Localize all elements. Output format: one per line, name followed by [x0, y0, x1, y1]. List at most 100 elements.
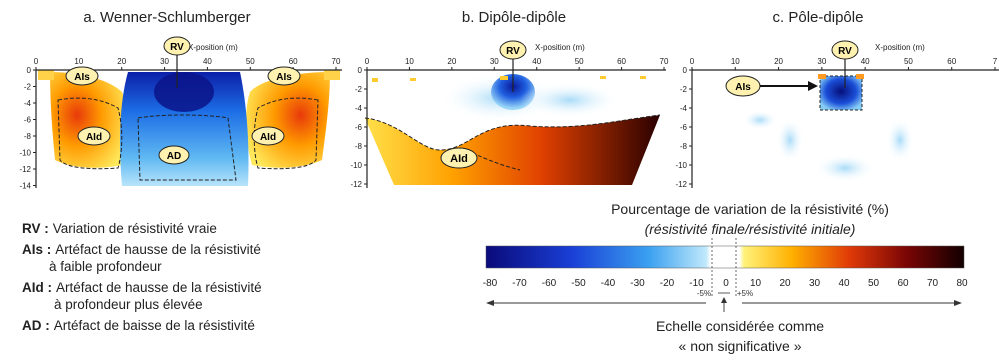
panel-c-xtick: 10	[731, 57, 740, 66]
scale-plus5-label: +5%	[737, 289, 753, 298]
scale-minus5-label: -5%	[697, 289, 711, 298]
scale-tick-label: -80	[483, 278, 498, 289]
legend-key-als: AIs :	[22, 242, 52, 257]
scale-caption-line1: Echelle considérée comme	[655, 318, 825, 334]
legend-text-rv: Variation de résistivité vraie	[52, 221, 217, 236]
panel-b-xaxis-label: X-position (m)	[535, 43, 585, 52]
panel-c-xtick: 7	[993, 57, 998, 66]
scale-tick-label: 80	[956, 278, 968, 289]
panel-b-section	[364, 74, 661, 185]
panel-a-xtick: 60	[289, 57, 298, 66]
panel-b-ytick: -8	[355, 142, 363, 151]
scale-title: Pourcentage de variation de la résistivi…	[611, 201, 889, 217]
panel-c-ytick: -6	[680, 123, 688, 132]
panel-a-ald-left-label: AId	[86, 132, 102, 143]
scale-tick-label: -10	[689, 278, 704, 289]
panel-a-rv-label: RV	[170, 42, 184, 53]
panel-a: a. Wenner-Schlumberger X-position (m) 0 1…	[19, 9, 342, 191]
panel-a-ytick: -6	[24, 116, 32, 125]
panel-c-ytick: -12	[675, 180, 687, 189]
scale-tick-label: 30	[809, 278, 821, 289]
panel-b-xtick: 70	[660, 57, 669, 66]
panel-a-ytick: -2	[24, 83, 32, 92]
panel-c-xtick: 50	[904, 57, 913, 66]
panel-a-ytick: -14	[19, 182, 31, 191]
scale-tick-label: -30	[630, 278, 645, 289]
scale-caption-line2: « non significative »	[678, 338, 802, 354]
panel-a-als-left-label: AIs	[74, 72, 90, 83]
panel-b-ytick: -6	[355, 123, 363, 132]
panel-a-ytick: -10	[19, 149, 31, 158]
scale-subtitle: (résistivité finale/résistivité initiale…	[644, 221, 856, 237]
panel-c-als-label: AIs	[735, 82, 751, 93]
panel-b-ald-label: AId	[450, 153, 468, 165]
scale-tick-label: 0	[723, 278, 729, 289]
scale-tick-label: 20	[779, 278, 791, 289]
panel-a-ald-right-label: AId	[260, 132, 276, 143]
panel-c-xtick: 0	[690, 57, 695, 66]
scale-tick-label: -70	[512, 278, 527, 289]
scale-tick-label: 60	[897, 278, 909, 289]
scale-tick-label: 40	[838, 278, 850, 289]
panel-b-rv-label: RV	[506, 46, 520, 57]
panel-a-ytick: -8	[24, 132, 32, 141]
panel-a-xtick: 40	[203, 57, 212, 66]
panel-a-als-right-label: AIs	[276, 72, 292, 83]
legend-item-als: AIs : Artéfact de hausse de la résistivi…	[22, 241, 262, 258]
scale-tick-label: -60	[542, 278, 557, 289]
legend-key-ald: AId :	[22, 280, 52, 295]
panel-a-title: a. Wenner-Schlumberger	[83, 9, 250, 26]
panel-a-ad-label: AD	[167, 151, 181, 162]
panel-b-ytick: -12	[350, 180, 362, 189]
scale-tick-label: -50	[571, 278, 586, 289]
scale-tick-label: -20	[660, 278, 675, 289]
legend: RV : Variation de résistivité vraie AIs …	[22, 220, 262, 334]
legend-item-rv: RV : Variation de résistivité vraie	[22, 220, 262, 237]
panel-a-ytick: 0	[27, 66, 32, 75]
panel-b-xtick: 60	[617, 57, 626, 66]
scale-tick-label: 50	[868, 278, 880, 289]
panel-c-xtick: 60	[947, 57, 956, 66]
legend-item-ald: AId : Artéfact de hausse de la résistivi…	[22, 279, 262, 296]
panel-a-section	[38, 70, 340, 188]
panel-b-xtick: 40	[532, 57, 541, 66]
panel-c-ytick: -8	[680, 142, 688, 151]
panel-c-ytick: 0	[683, 66, 688, 75]
panel-b-xtick: 20	[447, 57, 456, 66]
legend-item-ad: AD : Artéfact de baisse de la résistivit…	[22, 317, 262, 334]
panel-c-rv-label: RV	[838, 46, 852, 57]
panel-a-xtick: 0	[34, 57, 39, 66]
panel-b-ytick: -10	[350, 161, 362, 170]
scale-tick-label: 10	[750, 278, 762, 289]
panel-c-section	[742, 74, 914, 182]
panel-c: c. Pôle-dipôle X-position (m) 0 10 20 30 40 5…	[675, 9, 999, 189]
legend-text-ad: Artéfact de baisse de la résistivité	[53, 318, 255, 333]
panel-a-xtick: 50	[246, 57, 255, 66]
panel-b-xtick: 0	[365, 57, 370, 66]
panel-b-ytick: -2	[355, 85, 363, 94]
scale-tick-label: 70	[927, 278, 939, 289]
panel-a-ytick: -12	[19, 165, 31, 174]
panel-c-xtick: 40	[861, 57, 870, 66]
legend-text-als-1: Artéfact de hausse de la résistivité	[55, 242, 261, 257]
panel-b: b. Dipôle-dipôle X-position (m) 0 10 20 30 4…	[350, 9, 669, 189]
panel-a-xaxis-label: X-position (m)	[188, 43, 238, 52]
panel-c-xtick: 20	[774, 57, 783, 66]
panel-b-xtick: 30	[490, 57, 499, 66]
panel-c-ytick: -4	[680, 104, 688, 113]
color-scale: -80 -70 -60 -50 -40 -30 -20 -10 0 10 20 30 40 50 60 70 8…	[483, 238, 968, 312]
panel-c-xtick: 30	[817, 57, 826, 66]
panel-b-title: b. Dipôle-dipôle	[462, 9, 566, 26]
panel-a-xtick: 70	[332, 57, 341, 66]
panel-a-ytick: -4	[24, 99, 32, 108]
panel-c-xaxis-label: X-position (m)	[875, 43, 925, 52]
panel-b-ytick: -4	[355, 104, 363, 113]
panel-c-title: c. Pôle-dipôle	[773, 9, 864, 26]
panel-c-ytick: -10	[675, 161, 687, 170]
panel-c-ytick: -2	[680, 85, 688, 94]
panel-b-ytick: 0	[358, 66, 363, 75]
scale-tick-label: -40	[601, 278, 616, 289]
legend-text-ald-1: Artéfact de hausse de la résistivité	[56, 280, 262, 295]
legend-text-ald-2: à profondeur plus élevée	[54, 297, 203, 312]
